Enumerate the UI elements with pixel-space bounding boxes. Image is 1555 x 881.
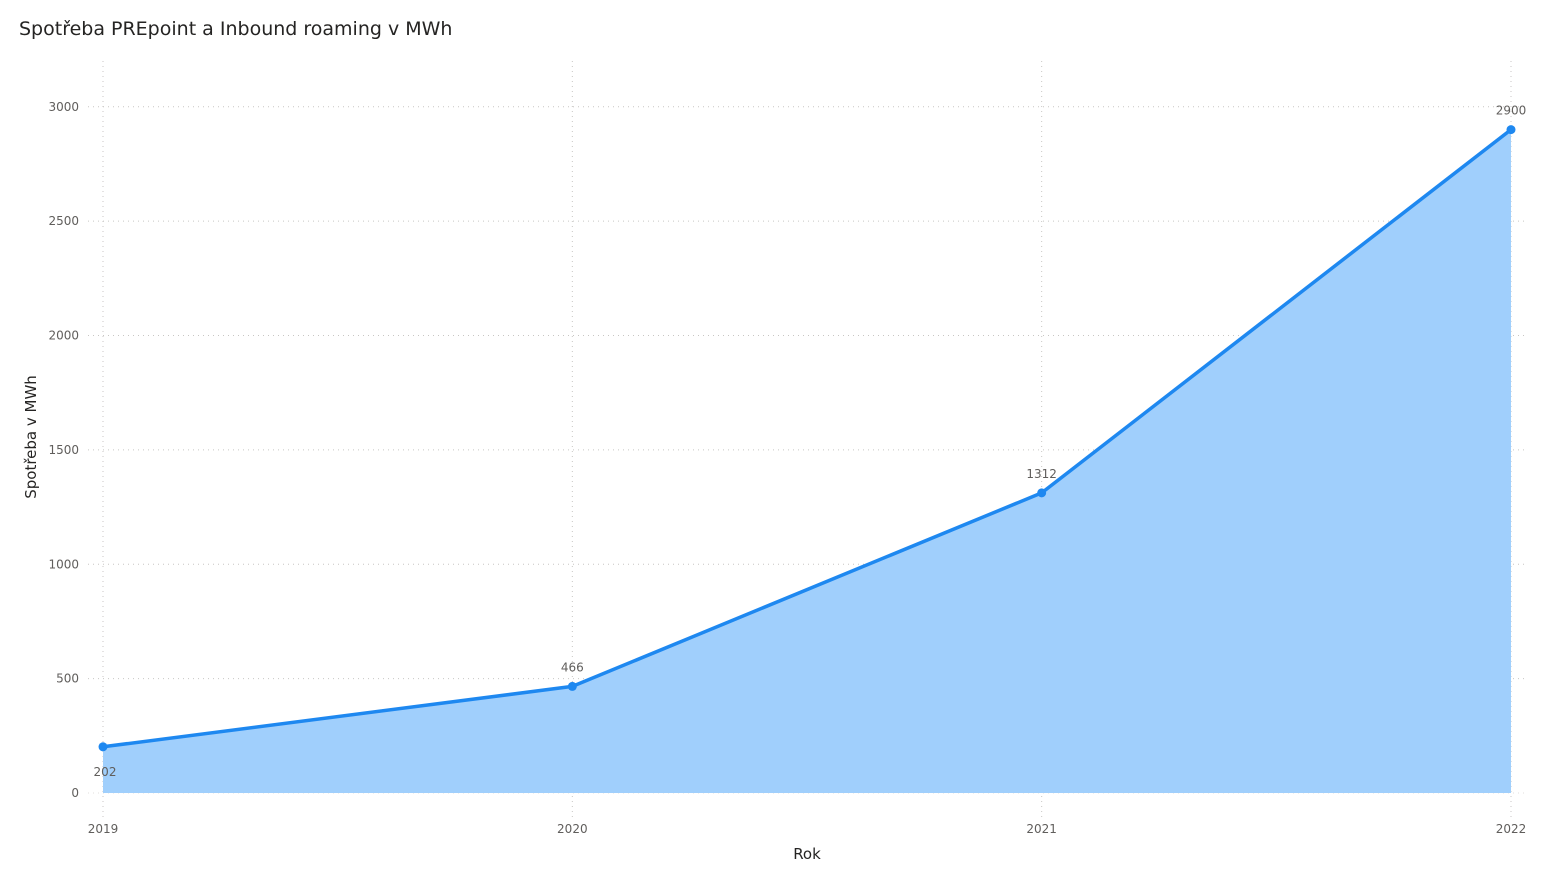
y-tick-label: 1500 [48,443,79,457]
data-point[interactable] [1506,125,1516,135]
y-axis-title: Spotřeba v MWh [22,375,40,499]
x-axis-title: Rok [793,845,821,863]
chart-title: Spotřeba PREpoint a Inbound roaming v MW… [19,18,453,40]
series-line-layer [101,127,1513,749]
data-label: 1312 [1026,467,1057,481]
x-tick-label: 2022 [1496,822,1527,836]
y-tick-label: 500 [56,672,79,686]
y-axis-ticks: 0 500 1000 1500 2000 2500 3000 [48,100,79,800]
x-tick-label: 2020 [557,822,588,836]
y-tick-label: 1000 [48,557,79,571]
y-tick-label: 2000 [48,329,79,343]
data-point-layer [98,125,1516,752]
y-tick-label: 2500 [48,214,79,228]
y-tick-label: 3000 [48,100,79,114]
data-label: 466 [561,660,584,674]
data-label-layer: 202 466 1312 2900 [94,104,1527,779]
series-area [103,129,1511,793]
x-tick-label: 2019 [88,822,119,836]
series-line [101,127,1513,749]
x-tick-label: 2021 [1026,822,1057,836]
data-point[interactable] [98,742,108,752]
y-tick-label: 0 [71,786,79,800]
data-label: 2900 [1496,104,1527,118]
series-area-layer [103,129,1511,793]
data-label: 202 [94,765,117,779]
data-point[interactable] [1037,488,1047,498]
x-axis-ticks: 2019 2020 2021 2022 [88,822,1527,836]
data-point[interactable] [567,681,577,691]
